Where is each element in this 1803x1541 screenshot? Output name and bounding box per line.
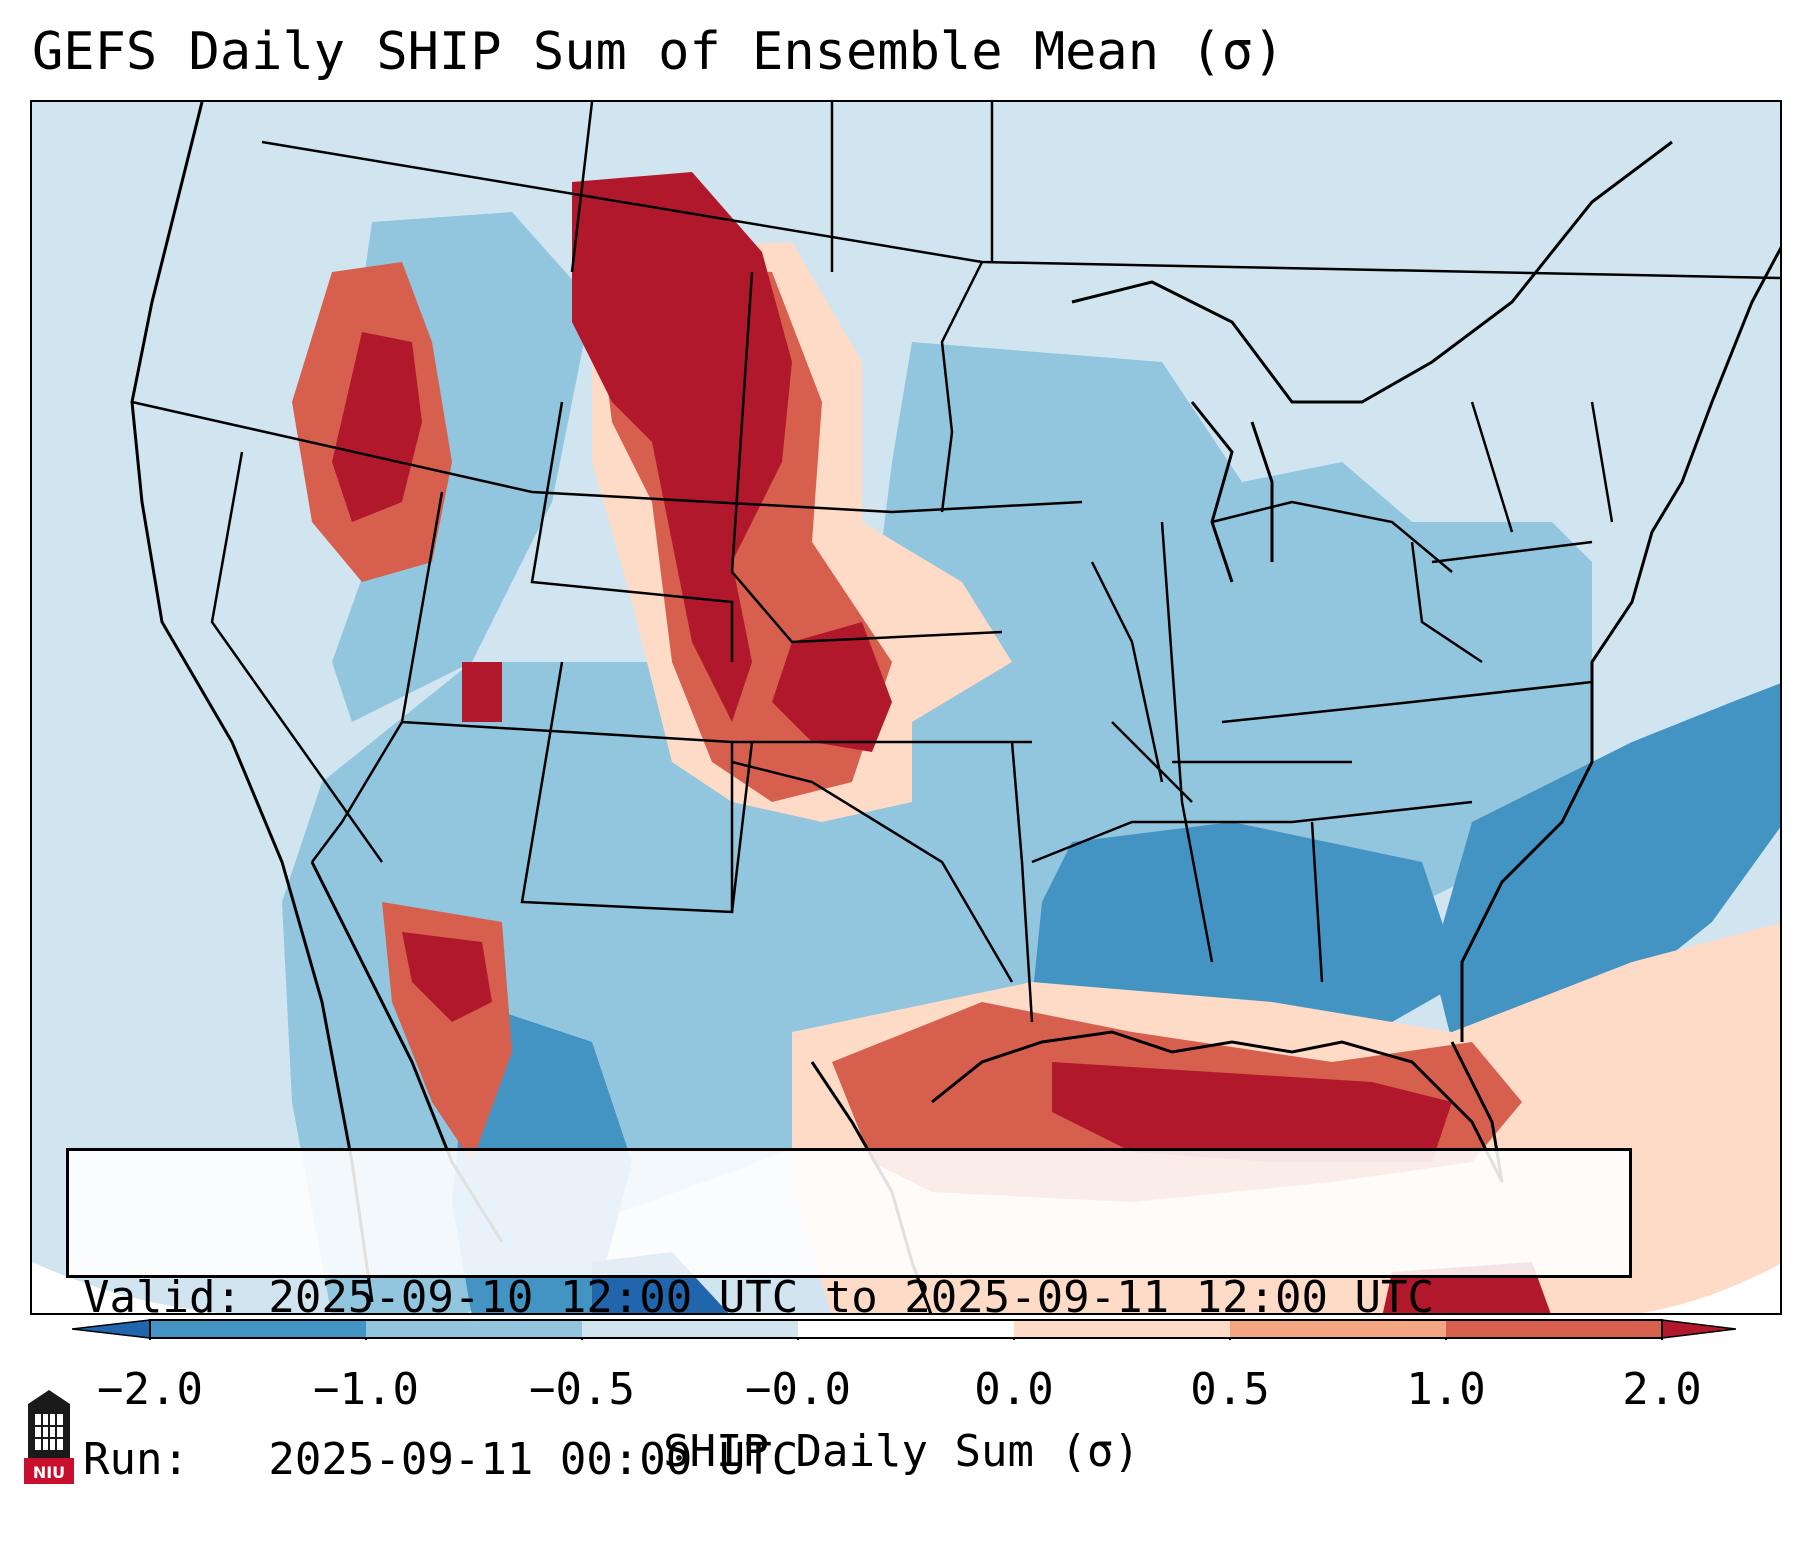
niu-logo: NIU xyxy=(24,1390,74,1484)
valid-time-text: Valid: 2025-09-10 12:00 UTC to 2025-09-1… xyxy=(83,1272,1435,1323)
baja-california-maximum xyxy=(402,932,492,1022)
great-basin-cells xyxy=(462,662,502,722)
northern-plains-maximum xyxy=(572,172,792,722)
pacific-northwest-max xyxy=(332,332,422,522)
chart-title: GEFS Daily SHIP Sum of Ensemble Mean (σ) xyxy=(32,22,1285,82)
colorbar-bin-4 xyxy=(798,1320,1014,1338)
ocean-bottom-right xyxy=(1641,1264,1780,1313)
ocean-bottom-left xyxy=(32,1262,219,1313)
map-panel xyxy=(30,100,1782,1315)
colorbar-tick-label: −0.0 xyxy=(745,1364,851,1415)
colorbar-tick-label: 1.0 xyxy=(1406,1364,1486,1415)
colorbar-over-arrow xyxy=(1661,1319,1736,1339)
colorbar-bin-5 xyxy=(1014,1320,1230,1338)
run-time-text: Run: 2025-09-11 00:00 UTC xyxy=(83,1434,799,1485)
central-plains-maximum xyxy=(772,622,892,752)
map-svg xyxy=(32,102,1780,1313)
colorbar-bin-7 xyxy=(1446,1320,1662,1338)
colorbar-tick-label: 0.5 xyxy=(1190,1364,1270,1415)
colorbar-bin-2 xyxy=(366,1320,582,1338)
colorbar-bin-3 xyxy=(582,1320,798,1338)
colorbar-bin-1 xyxy=(150,1320,366,1338)
coastlines xyxy=(130,102,1780,1313)
colorbar-axis-label: SHIP Daily Sum (σ) xyxy=(663,1426,1140,1477)
state-borders xyxy=(131,102,1780,1023)
colorbar-ticks xyxy=(149,1338,1663,1340)
niu-logo-text: NIU xyxy=(33,1463,65,1482)
colorbar-outline xyxy=(149,1319,1663,1339)
colorbar-bin-6 xyxy=(1230,1320,1446,1338)
colorbar-tick-label: −0.5 xyxy=(529,1364,635,1415)
colorbar-tick-label: −2.0 xyxy=(97,1364,203,1415)
colorbar-under-arrow xyxy=(72,1319,151,1339)
colorbar-tick-label: 2.0 xyxy=(1622,1364,1702,1415)
gulf-of-mexico-maximum xyxy=(1052,1062,1452,1162)
atlantic-below-normal xyxy=(1432,683,1780,1062)
eastern-us-below-normal xyxy=(872,342,1592,1002)
valid-run-info-box: Valid: 2025-09-10 12:00 UTC to 2025-09-1… xyxy=(66,1148,1632,1485)
colorbar-tick-label: −1.0 xyxy=(313,1364,419,1415)
colorbar-tick-label: 0.0 xyxy=(974,1364,1054,1415)
colorbar xyxy=(72,1319,1736,1340)
